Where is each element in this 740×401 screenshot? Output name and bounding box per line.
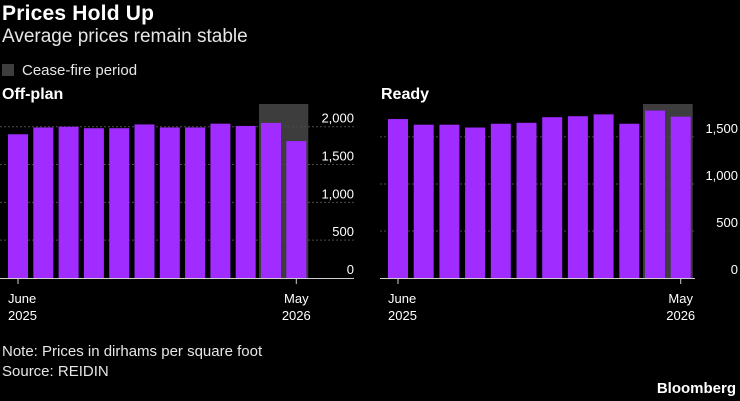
panel-title-off-plan: Off-plan (2, 86, 64, 103)
bar-off-plan (286, 141, 307, 278)
y-tick-label-ready: 1,000 (705, 168, 738, 183)
bar-off-plan (8, 134, 28, 278)
bar-off-plan (109, 128, 130, 278)
legend-label: Cease-fire period (22, 61, 138, 79)
y-tick-label-off-plan: 1,500 (321, 149, 354, 164)
x-tick-label-ready: 2025 (388, 308, 417, 323)
legend-swatch (2, 64, 14, 76)
bar-ready (645, 110, 665, 278)
panel-title-ready: Ready (381, 86, 430, 103)
y-tick-label-ready: 500 (716, 215, 738, 230)
bar-ready (413, 124, 434, 278)
bloomberg-logo: Bloomberg (656, 380, 736, 397)
chart-subtitle: Average prices remain stable (2, 26, 248, 47)
bar-ready (593, 114, 614, 278)
bar-off-plan (58, 126, 79, 279)
bar-ready (542, 117, 563, 278)
bar-ready (490, 123, 511, 279)
bar-ready (388, 119, 408, 278)
y-tick-label-off-plan: 500 (332, 224, 354, 239)
y-tick-label-ready: 0 (731, 262, 738, 277)
bar-off-plan (159, 127, 180, 278)
bar-ready (465, 127, 486, 278)
bar-ready (516, 122, 537, 278)
bar-off-plan (235, 125, 256, 278)
bar-ready (567, 116, 588, 279)
bar-ready (670, 116, 691, 278)
y-tick-label-off-plan: 0 (347, 262, 354, 277)
bar-ready (439, 124, 460, 278)
x-tick-label-ready: June (388, 291, 416, 306)
chart-title: Prices Hold Up (2, 2, 155, 25)
x-tick-label-off-plan: June (8, 291, 36, 306)
x-tick-label-off-plan: May (284, 291, 309, 306)
x-tick-label-ready: 2026 (666, 308, 695, 323)
legend: Cease-fire period (2, 60, 137, 80)
bar-off-plan (134, 124, 155, 278)
bar-ready (619, 123, 640, 279)
x-tick-label-off-plan: 2025 (8, 308, 37, 323)
bar-off-plan (210, 123, 231, 279)
y-tick-label-off-plan: 1,000 (321, 186, 354, 201)
y-tick-label-ready: 1,500 (705, 121, 738, 136)
bar-off-plan (83, 128, 104, 278)
x-tick-label-off-plan: 2026 (282, 308, 311, 323)
source-text: Source: REIDIN (2, 363, 109, 380)
x-tick-label-ready: May (668, 291, 693, 306)
bar-off-plan (185, 127, 206, 278)
y-tick-label-off-plan: 2,000 (321, 111, 354, 126)
note-text: Note: Prices in dirhams per square foot (2, 343, 263, 360)
bar-off-plan (261, 122, 281, 278)
bar-off-plan (33, 127, 54, 278)
